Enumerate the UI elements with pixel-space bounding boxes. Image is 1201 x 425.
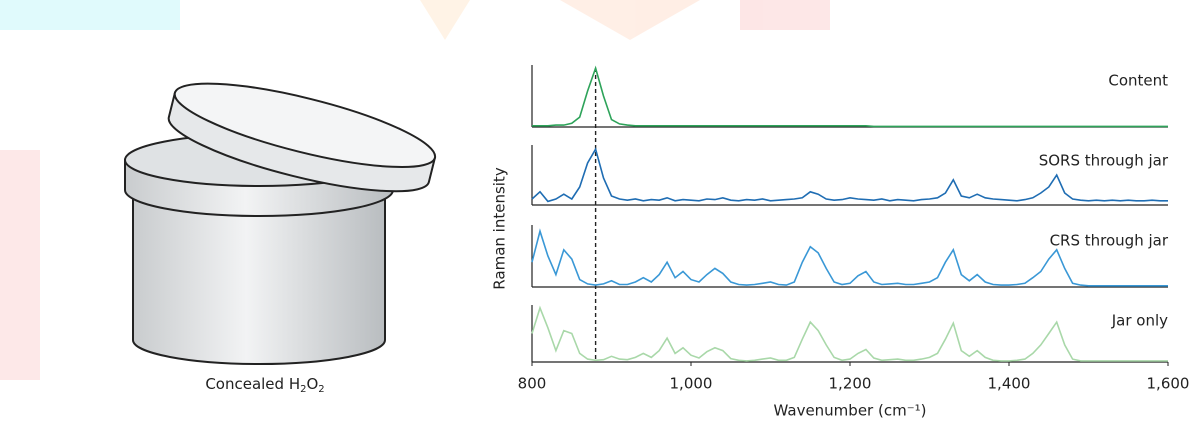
spectrum-line — [532, 308, 1168, 361]
x-tick-label: 1,400 — [988, 375, 1031, 393]
figure: Concealed H2O2 Raman intensityWavenumber… — [0, 0, 1201, 425]
x-tick-label: 800 — [518, 375, 547, 393]
spectrum-line — [532, 68, 1168, 126]
x-axis-label: Wavenumber (cm⁻¹) — [774, 402, 927, 420]
caption-subscript: 2 — [318, 384, 324, 395]
illustration-caption: Concealed H2O2 — [205, 375, 324, 396]
panel-label: CRS through jar — [1050, 232, 1169, 250]
panel-label: SORS through jar — [1039, 152, 1169, 170]
panel-label: Jar only — [1111, 312, 1168, 330]
x-tick-label: 1,000 — [670, 375, 713, 393]
jar-illustration: Concealed H2O2 — [125, 67, 441, 395]
y-axis-label: Raman intensity — [491, 167, 509, 290]
x-tick-label: 1,600 — [1147, 375, 1190, 393]
chart: Raman intensity Wavenumber (cm⁻¹) 800 1,000… — [491, 65, 1190, 420]
panel-label: Content — [1108, 72, 1168, 90]
caption-text: Concealed H — [205, 375, 300, 393]
x-tick-label: 1,200 — [829, 375, 872, 393]
caption-text: O — [306, 375, 318, 393]
page: Concealed H2O2 Raman intensityWavenumber… — [0, 0, 1201, 425]
